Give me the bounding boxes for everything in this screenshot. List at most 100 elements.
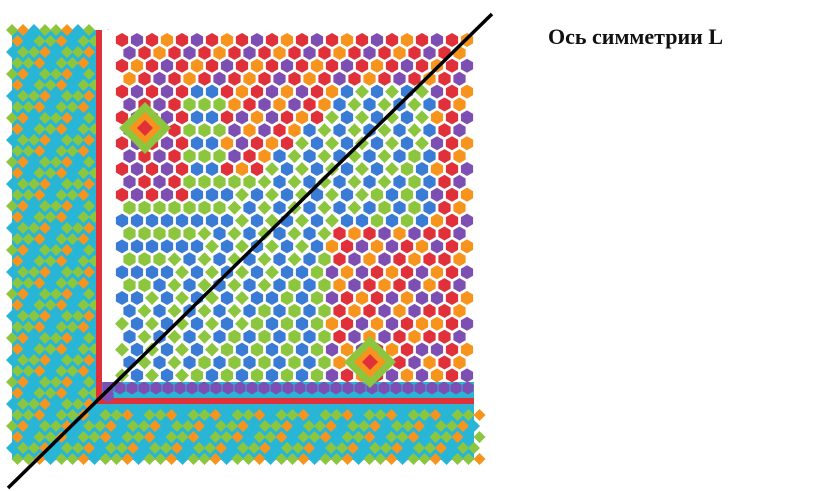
band-diamond [176,453,189,465]
mosaic-bead [393,252,406,267]
mosaic-bead [153,200,166,215]
band-diamond [77,365,90,377]
mosaic-bead [423,329,436,344]
band-diamond [33,189,46,201]
mosaic-bead [408,45,421,60]
mosaic-bead [355,291,369,305]
mosaic-diamond [377,149,392,164]
mosaic-bead [453,71,466,86]
band-diamond [50,244,62,256]
band-diamond [44,321,57,333]
mosaic-diamond [355,110,369,125]
border-bead [210,381,222,395]
mosaic-diamond [235,265,249,280]
band-diamond [66,365,79,377]
band-diamond [182,420,194,432]
border-bead [354,381,366,395]
band-diamond [413,442,425,454]
mosaic-bead [198,123,211,138]
band-diamond [176,409,189,421]
band-diamond [418,453,431,465]
band-diamond [187,453,200,465]
band-diamond [473,453,486,465]
band-diamond [121,431,134,443]
band-diamond [6,354,18,366]
mosaic-bead [175,58,189,73]
mosaic-bead [205,213,219,228]
mosaic-bead [175,187,189,202]
mosaic-bead [183,278,196,293]
mosaic-bead [438,303,451,318]
band-diamond [209,453,222,465]
mosaic-bead [378,278,391,293]
band-diamond [22,233,35,245]
band-diamond [220,431,233,443]
mosaic-bead [265,342,279,357]
band-diamond [66,35,79,47]
band-diamond [66,57,79,69]
mosaic-bead [280,342,294,357]
band-diamond [231,453,244,465]
band-diamond [248,420,260,432]
band-diamond [33,57,46,69]
mosaic-diamond [385,136,399,151]
band-diamond [226,442,238,454]
mosaic-bead [123,252,136,267]
mosaic-bead [258,123,271,138]
mosaic-bead [235,33,249,47]
band-diamond [61,222,73,234]
band-diamond [44,299,57,311]
mosaic-bead [370,213,384,228]
band-diamond [39,266,51,278]
mosaic-bead [130,239,144,254]
mosaic-bead [310,265,324,280]
band-diamond [66,453,79,465]
mosaic-diamond [257,252,272,267]
mosaic-diamond [205,316,219,331]
band-diamond [264,431,277,443]
band-diamond [429,409,442,421]
mosaic-bead [325,239,339,254]
mosaic-bead [273,355,286,370]
band-diamond [83,24,95,36]
band-diamond [6,134,18,146]
band-diamond [6,288,18,300]
band-diamond [66,189,79,201]
mosaic-bead [273,45,286,60]
band-diamond [138,420,150,432]
mosaic-bead [280,33,294,47]
border-bead [258,381,270,395]
band-diamond [451,409,464,421]
band-diamond [6,178,18,190]
mosaic-bead [453,97,466,112]
band-diamond [83,288,95,300]
band-diamond [198,453,211,465]
band-diamond [292,420,304,432]
mosaic-bead [130,162,144,176]
band-diamond [308,431,321,443]
mosaic-bead [393,123,406,138]
band-diamond [72,24,84,36]
mosaic-diamond [175,265,189,280]
mosaic-diamond [257,226,272,241]
band-diamond [61,288,73,300]
mosaic-bead [310,342,324,357]
mosaic-bead [340,110,354,125]
band-diamond [121,453,134,465]
mosaic-diamond [265,239,279,254]
mosaic-bead [138,278,151,293]
mosaic-bead [213,226,226,241]
band-diamond [33,277,46,289]
band-diamond [33,321,46,333]
mosaic-diamond [325,136,339,151]
mosaic-bead [438,149,451,164]
mosaic-bead [438,355,451,370]
mosaic-bead [423,174,436,189]
mosaic-diamond [295,162,309,176]
mosaic-bead [258,149,271,164]
band-diamond [50,134,62,146]
mosaic-diamond [197,278,212,293]
band-diamond [330,409,343,421]
band-diamond [28,266,40,278]
mosaic-diamond [287,149,302,164]
